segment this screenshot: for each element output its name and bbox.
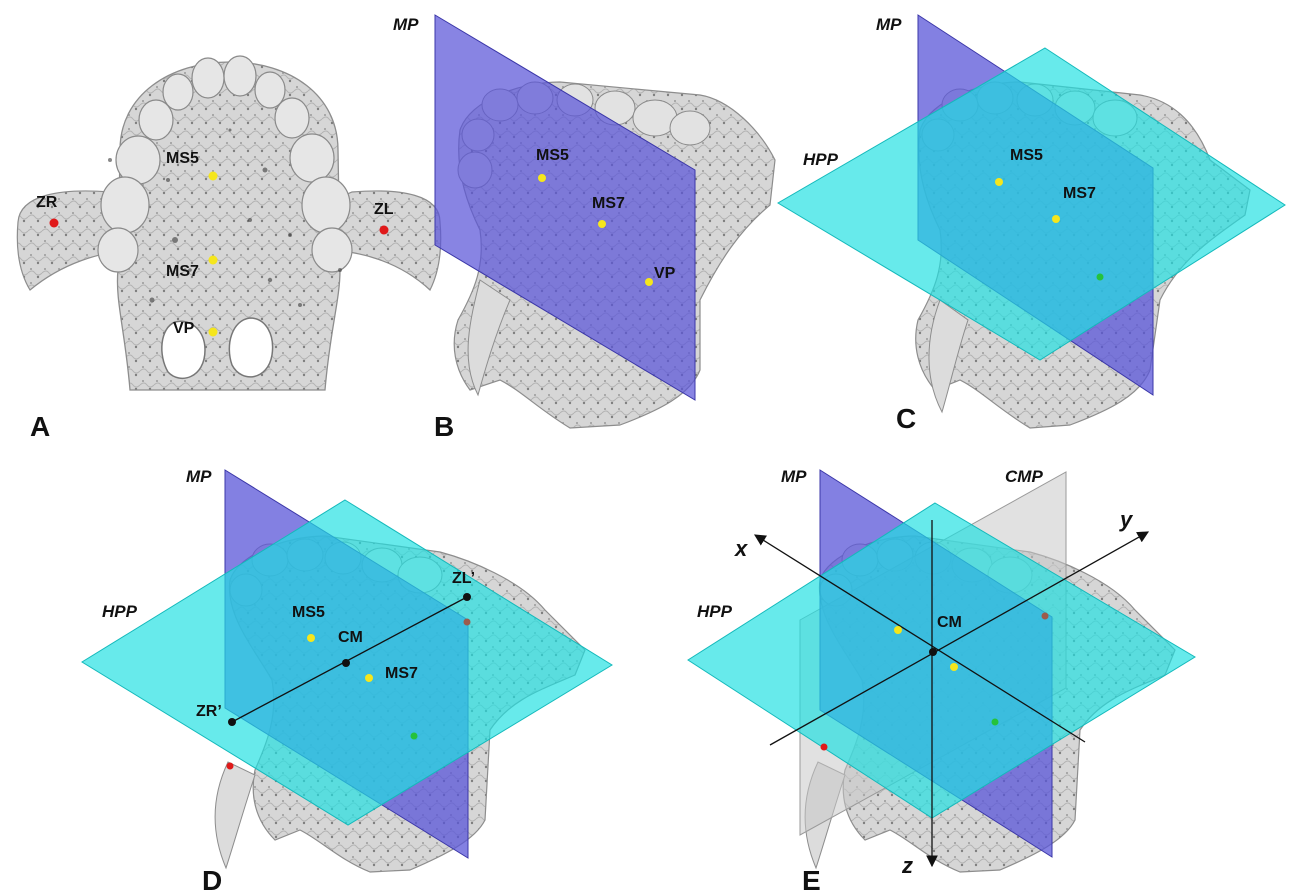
landmark-vp-marker — [209, 328, 218, 337]
hpp-plane — [778, 48, 1285, 360]
label-hpp: HPP — [803, 150, 839, 169]
label-mp: MP — [186, 467, 212, 486]
panel-b: MS5 MS7 VP MP B — [393, 15, 775, 442]
panel-letter-b: B — [434, 411, 454, 442]
label-zr: ZR — [36, 194, 58, 211]
landmark-vp-marker — [992, 719, 999, 726]
landmark-zl-prime-marker — [463, 593, 471, 601]
label-zl: ZL — [374, 201, 394, 218]
panel-e: CM MP HPP CMP x y z E — [688, 467, 1195, 894]
label-ms7: MS7 — [166, 263, 199, 280]
panel-c: MS5 MS7 MP HPP C — [778, 15, 1285, 434]
label-ms7: MS7 — [592, 195, 625, 212]
landmark-zr-marker — [50, 219, 59, 228]
landmark-zl-marker — [464, 619, 471, 626]
label-ms5: MS5 — [536, 147, 569, 164]
landmark-zr-prime-marker — [228, 718, 236, 726]
panel-letter-c: C — [896, 403, 916, 434]
landmark-ms7-marker — [598, 220, 606, 228]
label-zl-prime: ZL’ — [452, 570, 475, 587]
landmark-zl-marker — [1042, 613, 1049, 620]
label-mp: MP — [876, 15, 902, 34]
label-hpp: HPP — [697, 602, 733, 621]
landmark-zr-marker — [821, 744, 828, 751]
landmark-ms5-marker — [538, 174, 546, 182]
landmark-ms5-marker — [209, 172, 218, 181]
label-mp: MP — [393, 15, 419, 34]
label-vp: VP — [654, 265, 676, 282]
label-mp: MP — [781, 467, 807, 486]
label-ms5: MS5 — [292, 604, 325, 621]
landmark-ms5-marker — [894, 626, 902, 634]
landmark-ms7-marker — [365, 674, 373, 682]
axis-label-z: z — [901, 853, 913, 878]
label-ms7: MS7 — [385, 665, 418, 682]
label-cm: CM — [937, 614, 962, 631]
landmark-vp-marker — [411, 733, 418, 740]
landmark-vp-marker — [1097, 274, 1104, 281]
landmark-cm-marker — [342, 659, 350, 667]
panel-letter-d: D — [202, 865, 222, 894]
label-ms5: MS5 — [166, 150, 199, 167]
panel-letter-e: E — [802, 865, 821, 894]
landmark-ms5-marker — [995, 178, 1003, 186]
landmark-ms7-marker — [950, 663, 958, 671]
landmark-ms7-marker — [209, 256, 218, 265]
hpp-plane — [688, 503, 1195, 818]
label-cmp: CMP — [1005, 467, 1043, 486]
landmark-ms5-marker — [307, 634, 315, 642]
landmark-vp-marker — [645, 278, 653, 286]
landmark-ms7-marker — [1052, 215, 1060, 223]
label-zr-prime: ZR’ — [196, 703, 222, 720]
label-hpp: HPP — [102, 602, 138, 621]
label-cm: CM — [338, 629, 363, 646]
panel-letter-a: A — [30, 411, 50, 442]
landmark-cm-marker — [929, 648, 937, 656]
axis-label-x: x — [734, 536, 748, 561]
label-vp: VP — [173, 320, 195, 337]
panel-d: MS5 MS7 CM ZL’ ZR’ MP HPP D — [82, 467, 612, 894]
label-ms5: MS5 — [1010, 147, 1043, 164]
landmark-zr-marker — [227, 763, 234, 770]
axis-label-y: y — [1119, 507, 1134, 532]
skull-underside-view — [17, 56, 440, 390]
landmark-zl-marker — [380, 226, 389, 235]
panel-a: MS5 MS7 VP ZR ZL A — [17, 56, 440, 442]
label-ms7: MS7 — [1063, 185, 1096, 202]
